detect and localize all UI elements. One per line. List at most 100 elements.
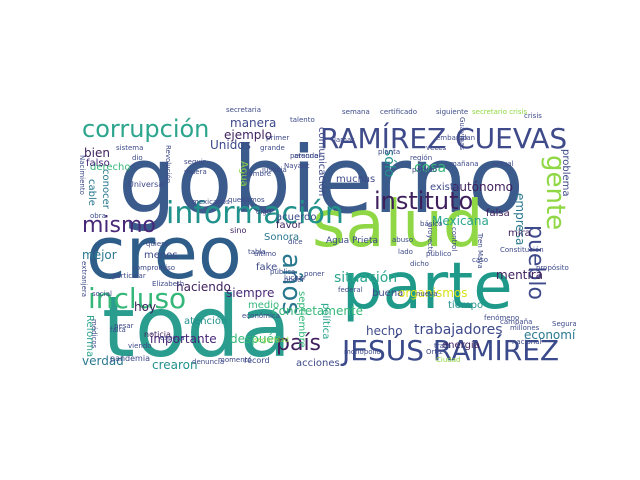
cloud-word: país — [276, 331, 322, 356]
cloud-word: último — [254, 250, 277, 258]
cloud-word: información — [166, 196, 344, 231]
cloud-word: nacional — [512, 338, 542, 346]
cloud-word: momento — [218, 356, 252, 364]
cloud-word: organismos — [398, 286, 468, 300]
cloud-word: justicia — [262, 166, 287, 174]
cloud-word: RAMÍREZ CUEVAS — [320, 122, 568, 155]
cloud-word: siempre — [226, 286, 275, 300]
cloud-word: obra — [90, 212, 106, 220]
cloud-word: hecho — [366, 324, 403, 338]
cloud-word: mentira — [496, 268, 544, 282]
cloud-word: partido — [412, 166, 438, 174]
cloud-word: ejemplo — [224, 128, 273, 142]
cloud-word: siguiente — [436, 108, 469, 116]
cloud-word: pandemia — [110, 354, 150, 363]
cloud-word: cosa — [414, 160, 447, 176]
cloud-word: derecho — [90, 162, 131, 173]
cloud-word: nueva — [416, 290, 438, 298]
cloud-word: falta — [110, 326, 126, 334]
cloud-word: Ciudad — [436, 356, 461, 364]
cloud-word: noticia — [144, 330, 171, 339]
cloud-word: proyecto — [426, 223, 434, 254]
cloud-word: acciones — [296, 358, 340, 369]
cloud-word: poder — [284, 276, 305, 284]
cloud-word: atender — [294, 152, 322, 160]
cloud-word: muchas — [336, 174, 376, 185]
cloud-word: médicos — [90, 319, 98, 349]
cloud-word: manera — [230, 116, 277, 130]
cloud-word: nombre — [244, 170, 272, 178]
cloud-word: extranjera — [80, 261, 88, 298]
cloud-word: persona — [290, 152, 319, 160]
cloud-word: primer — [266, 134, 290, 142]
cloud-word: semana — [342, 108, 370, 116]
cloud-word: secretario crisis — [472, 108, 528, 116]
cloud-word: mismo — [82, 213, 156, 238]
cloud-word: sistema — [116, 144, 144, 152]
cloud-word: fake — [256, 262, 278, 273]
cloud-word: creo — [86, 211, 242, 295]
cloud-word: digo — [256, 208, 272, 216]
cloud-word: embargo — [436, 134, 468, 142]
word-cloud: gobierno salud parte toda creo información RAM… — [80, 105, 576, 375]
cloud-word: región — [410, 154, 433, 162]
cloud-word: tabla — [248, 248, 266, 256]
cloud-word: crearon — [152, 358, 198, 372]
cloud-word: seguir — [184, 158, 206, 166]
cloud-word: Nayarit — [284, 162, 310, 170]
cloud-word: social — [92, 290, 112, 298]
cloud-word: llamar — [332, 136, 355, 144]
cloud-word: pesar — [114, 322, 134, 330]
cloud-word: control — [450, 227, 458, 252]
cloud-word: compromiso — [132, 264, 176, 272]
cloud-word: Constitución — [500, 246, 544, 254]
cloud-word: cable — [86, 179, 97, 206]
cloud-word: seguridad — [254, 336, 289, 344]
cloud-word: secretaria — [226, 106, 261, 114]
cloud-word: sino — [230, 226, 247, 235]
cloud-word: importante — [150, 332, 217, 346]
cloud-word: planta — [378, 148, 401, 156]
cloud-word: mexicanos — [192, 198, 230, 206]
cloud-word: monopolio — [344, 348, 381, 356]
cloud-word: talento — [290, 116, 315, 124]
cloud-word: certificado — [380, 108, 417, 116]
cloud-word: dicho — [410, 260, 429, 268]
cloud-word: atención — [184, 316, 228, 327]
cloud-word: fenómeno — [484, 314, 520, 322]
cloud-word: septiembre — [296, 291, 307, 348]
cloud-word: muera — [184, 168, 207, 176]
cloud-word: medio — [248, 300, 280, 311]
cloud-word: incluso — [88, 282, 187, 315]
cloud-word: particular — [112, 272, 146, 280]
cloud-word: bien — [84, 146, 110, 160]
cloud-word: campaña — [500, 318, 533, 326]
cloud-word: plan — [460, 134, 476, 142]
cloud-word: tiempo — [448, 300, 484, 311]
cloud-word: abuso — [392, 236, 414, 244]
cloud-word: Elizabeth — [152, 280, 185, 288]
cloud-word: Sonora — [264, 232, 300, 243]
cloud-word: trata — [434, 342, 451, 350]
cloud-word: poner — [304, 270, 325, 278]
cloud-word: Guaymas — [458, 117, 466, 151]
cloud-word: dice — [288, 238, 303, 246]
cloud-word: verdad — [82, 354, 124, 368]
cloud-word: Universal — [128, 180, 166, 189]
cloud-word: toda — [102, 278, 292, 375]
cloud-word: falso — [86, 158, 110, 169]
cloud-word: conocer — [100, 169, 111, 209]
cloud-word: corrupción — [82, 115, 210, 143]
cloud-word: Revolución — [164, 145, 172, 184]
cloud-word: dio — [132, 154, 143, 162]
cloud-word: economía — [524, 328, 576, 342]
cloud-word: público — [426, 250, 452, 258]
cloud-word: Nacimiento — [80, 155, 86, 195]
cloud-word: quiero — [146, 240, 169, 248]
cloud-word: falsa — [486, 208, 510, 219]
cloud-word: caso — [472, 256, 489, 264]
cloud-word: instituto — [374, 187, 474, 215]
cloud-word: menos — [144, 250, 178, 261]
cloud-word: energía — [442, 340, 480, 351]
cloud-word: Ortiz — [426, 348, 443, 356]
